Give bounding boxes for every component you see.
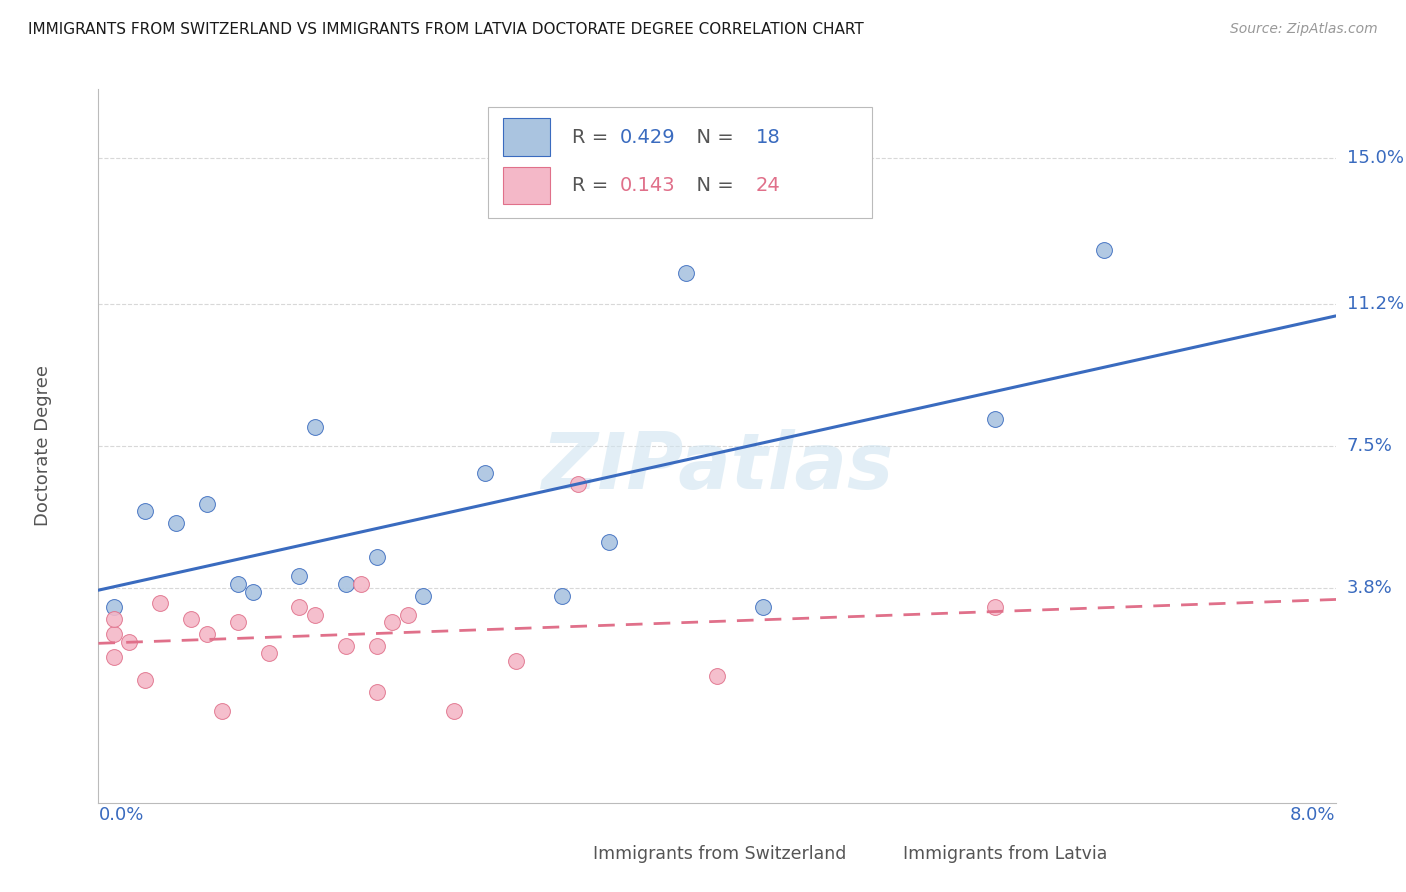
Point <box>195 627 218 641</box>
Point <box>257 646 280 660</box>
Text: R =: R = <box>572 176 614 195</box>
Point <box>304 419 326 434</box>
Point <box>984 412 1007 426</box>
Point <box>366 550 388 565</box>
FancyBboxPatch shape <box>503 167 550 204</box>
Point <box>288 600 311 615</box>
Point <box>103 627 125 641</box>
Point <box>1092 244 1115 258</box>
Point <box>304 607 326 622</box>
Point <box>984 600 1007 615</box>
Point <box>134 673 156 687</box>
Point <box>149 596 172 610</box>
Text: R =: R = <box>572 128 614 146</box>
Text: N =: N = <box>683 128 740 146</box>
Point <box>103 600 125 615</box>
Point <box>335 639 357 653</box>
Point <box>752 600 775 615</box>
Point <box>706 669 728 683</box>
Point <box>396 607 419 622</box>
Point <box>443 704 465 718</box>
Point <box>118 634 141 648</box>
Point <box>103 650 125 665</box>
Text: 7.5%: 7.5% <box>1347 437 1393 455</box>
FancyBboxPatch shape <box>531 840 578 869</box>
Text: 11.2%: 11.2% <box>1347 295 1405 313</box>
Point <box>675 266 697 280</box>
Text: Source: ZipAtlas.com: Source: ZipAtlas.com <box>1230 22 1378 37</box>
Point <box>226 577 249 591</box>
Text: Immigrants from Latvia: Immigrants from Latvia <box>903 846 1107 863</box>
FancyBboxPatch shape <box>488 107 872 218</box>
Text: ZIPatlas: ZIPatlas <box>541 429 893 506</box>
Point <box>366 684 388 698</box>
Point <box>505 654 527 668</box>
Point <box>180 612 202 626</box>
Text: N =: N = <box>683 176 740 195</box>
FancyBboxPatch shape <box>503 119 550 155</box>
Point <box>567 477 589 491</box>
Point <box>165 516 187 530</box>
FancyBboxPatch shape <box>841 840 887 869</box>
Point <box>350 577 373 591</box>
Point <box>242 584 264 599</box>
Point <box>598 535 620 549</box>
Point <box>226 615 249 630</box>
Text: 3.8%: 3.8% <box>1347 579 1392 597</box>
Point <box>381 615 404 630</box>
Text: Doctorate Degree: Doctorate Degree <box>34 366 52 526</box>
Point <box>195 497 218 511</box>
Text: 18: 18 <box>755 128 780 146</box>
Point <box>412 589 434 603</box>
Text: IMMIGRANTS FROM SWITZERLAND VS IMMIGRANTS FROM LATVIA DOCTORATE DEGREE CORRELATI: IMMIGRANTS FROM SWITZERLAND VS IMMIGRANT… <box>28 22 863 37</box>
Text: 0.429: 0.429 <box>619 128 675 146</box>
Text: 15.0%: 15.0% <box>1347 149 1403 168</box>
Text: 8.0%: 8.0% <box>1291 806 1336 824</box>
Text: Immigrants from Switzerland: Immigrants from Switzerland <box>593 846 846 863</box>
Point <box>288 569 311 583</box>
Point <box>103 612 125 626</box>
Point <box>474 466 496 480</box>
Point <box>335 577 357 591</box>
Text: 0.0%: 0.0% <box>98 806 143 824</box>
Point <box>134 504 156 518</box>
Point <box>366 639 388 653</box>
Point <box>551 589 574 603</box>
Text: 0.143: 0.143 <box>619 176 675 195</box>
Text: 24: 24 <box>755 176 780 195</box>
Point <box>211 704 233 718</box>
